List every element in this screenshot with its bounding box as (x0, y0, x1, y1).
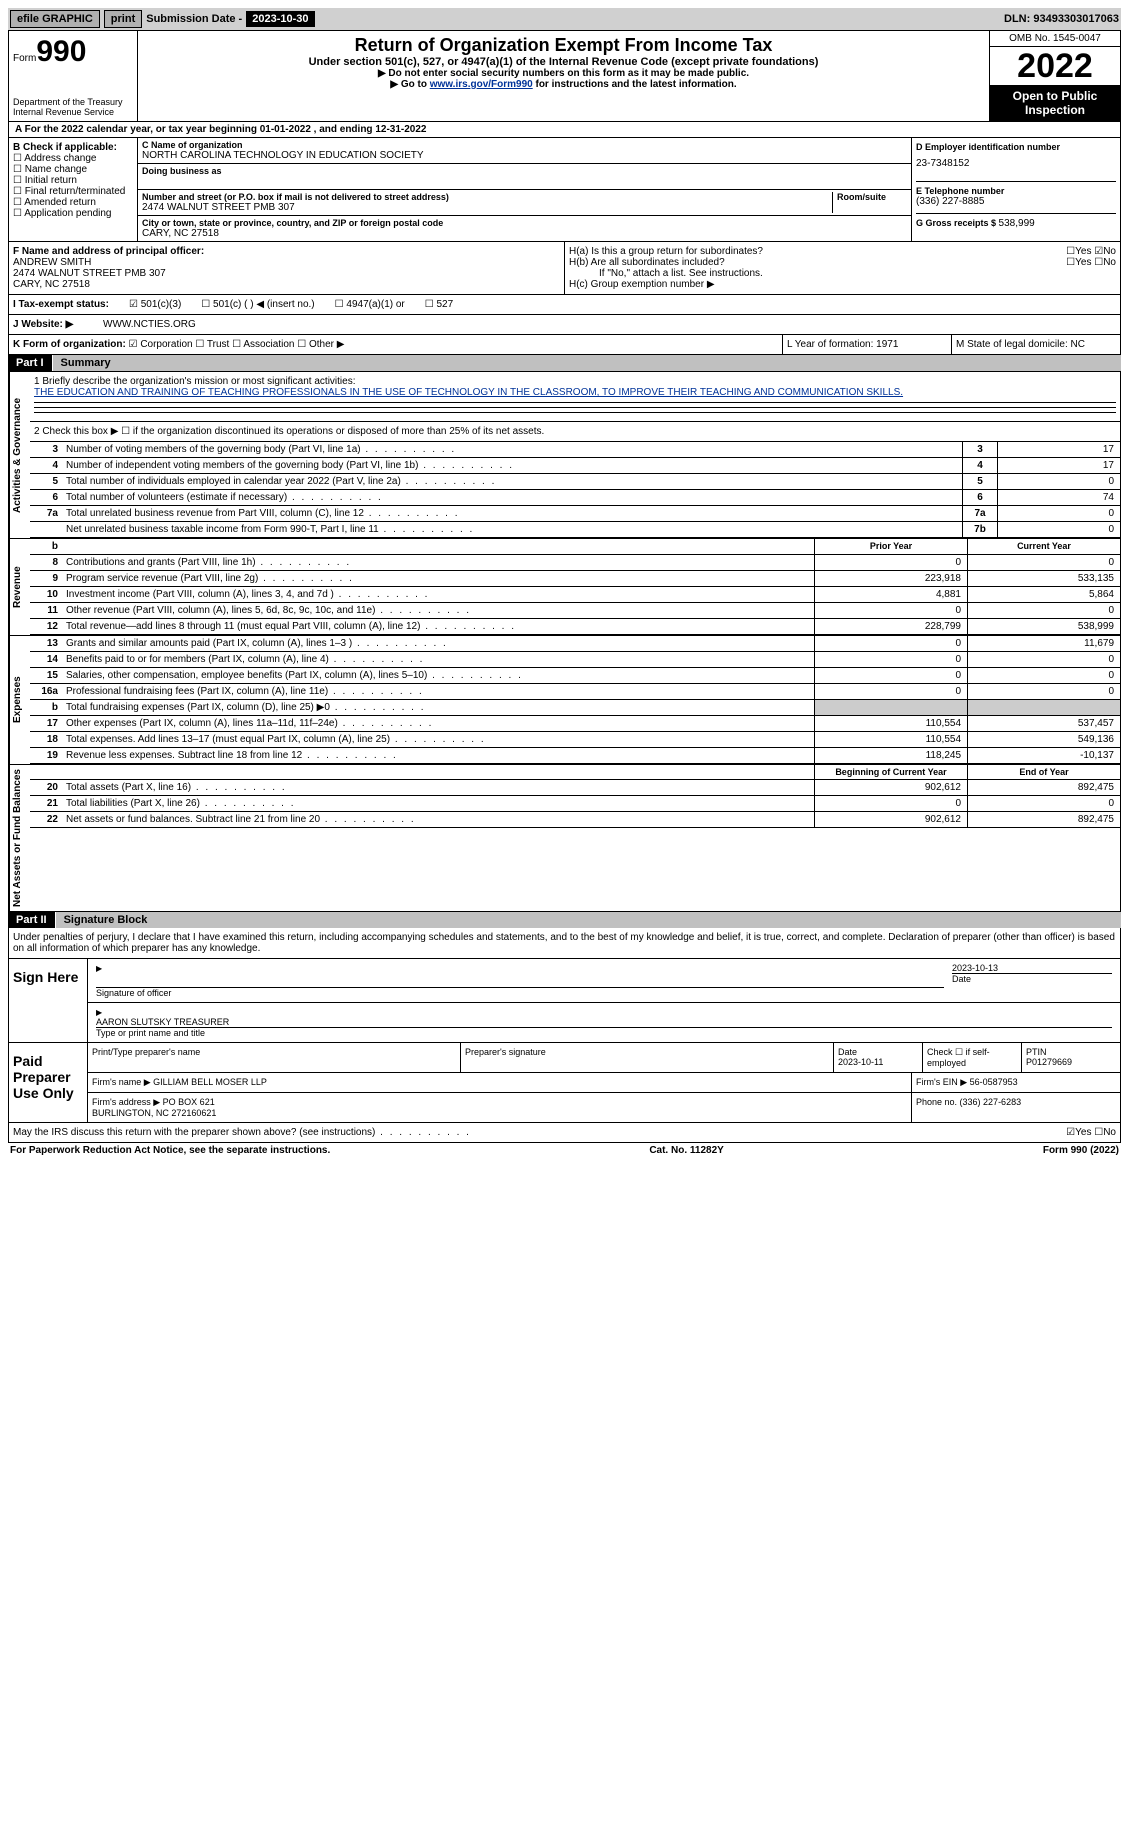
form-header: Form 990 Department of the Treasury Inte… (8, 30, 1121, 122)
fin-row: 16aProfessional fundraising fees (Part I… (30, 684, 1120, 700)
part-2-header: Part II Signature Block (8, 912, 1121, 928)
discuss-row: May the IRS discuss this return with the… (8, 1123, 1121, 1143)
form-subtitle: Under section 501(c), 527, or 4947(a)(1)… (142, 56, 985, 68)
gov-row: 7aTotal unrelated business revenue from … (30, 506, 1120, 522)
mission-block: 1 Briefly describe the organization's mi… (30, 372, 1120, 422)
col-d-ein: D Employer identification number 23-7348… (911, 138, 1120, 241)
dln-value: DLN: 93493303017063 (1004, 13, 1119, 25)
open-to-public: Open to Public Inspection (990, 85, 1120, 121)
row-j-website: J Website: ▶ WWW.NCTIES.ORG (8, 315, 1121, 335)
efile-button[interactable]: efile GRAPHIC (10, 10, 100, 28)
top-toolbar: efile GRAPHIC print Submission Date - 20… (8, 8, 1121, 30)
sig-date: 2023-10-13 (952, 963, 1112, 973)
fin-row: bTotal fundraising expenses (Part IX, co… (30, 700, 1120, 716)
col-b-checkboxes: B Check if applicable: ☐ Address change … (9, 138, 138, 241)
side-netassets: Net Assets or Fund Balances (9, 765, 30, 911)
fin-row: 10Investment income (Part VIII, column (… (30, 587, 1120, 603)
fin-row: 11Other revenue (Part VIII, column (A), … (30, 603, 1120, 619)
signer-name: AARON SLUTSKY TREASURER (96, 1017, 1112, 1027)
principal-officer: F Name and address of principal officer:… (9, 242, 565, 294)
fin-row: 22Net assets or fund balances. Subtract … (30, 812, 1120, 828)
officer-group-row: F Name and address of principal officer:… (8, 242, 1121, 295)
gov-row: Net unrelated business taxable income fr… (30, 522, 1120, 538)
firm-ein: Firm's EIN ▶ 56-0587953 (912, 1073, 1120, 1092)
firm-phone: Phone no. (336) 227-6283 (912, 1093, 1120, 1122)
form-instr-1: ▶ Do not enter social security numbers o… (142, 68, 985, 79)
fin-row: 20Total assets (Part X, line 16)902,6128… (30, 780, 1120, 796)
fin-row: 21Total liabilities (Part X, line 26)00 (30, 796, 1120, 812)
irs-link[interactable]: www.irs.gov/Form990 (430, 79, 533, 90)
fin-row: 19Revenue less expenses. Subtract line 1… (30, 748, 1120, 764)
sign-here-label: Sign Here (9, 959, 88, 1042)
revenue-header: b Prior Year Current Year (30, 539, 1120, 555)
side-activities: Activities & Governance (9, 372, 30, 538)
subdate-label: Submission Date - (146, 13, 242, 25)
prep-name-label: Print/Type preparer's name (88, 1043, 461, 1072)
prep-self-emp: Check ☐ if self-employed (923, 1043, 1022, 1072)
print-button[interactable]: print (104, 10, 142, 28)
fin-row: 17Other expenses (Part IX, column (A), l… (30, 716, 1120, 732)
gov-row: 5Total number of individuals employed in… (30, 474, 1120, 490)
city-box: City or town, state or province, country… (138, 216, 911, 241)
dba-box: Doing business as (138, 164, 911, 190)
form-number: 990 (36, 35, 86, 69)
year-formation: L Year of formation: 1971 (783, 335, 952, 354)
prep-date: Date 2023-10-11 (834, 1043, 923, 1072)
fin-row: 12Total revenue—add lines 8 through 11 (… (30, 619, 1120, 635)
summary-expenses: Expenses 13Grants and similar amounts pa… (8, 636, 1121, 765)
dept-label: Department of the Treasury Internal Reve… (13, 97, 133, 117)
netassets-header: Beginning of Current Year End of Year (30, 765, 1120, 780)
omb-number: OMB No. 1545-0047 (990, 31, 1120, 47)
form-label: Form (13, 53, 36, 64)
gov-row: 6Total number of volunteers (estimate if… (30, 490, 1120, 506)
part-1-header: Part I Summary (8, 355, 1121, 371)
row-klm: K Form of organization: ☑ Corporation ☐ … (8, 335, 1121, 355)
side-revenue: Revenue (9, 539, 30, 635)
fin-row: 18Total expenses. Add lines 13–17 (must … (30, 732, 1120, 748)
perjury-declaration: Under penalties of perjury, I declare th… (8, 928, 1121, 958)
identity-grid: B Check if applicable: ☐ Address change … (8, 138, 1121, 242)
side-expenses: Expenses (9, 636, 30, 764)
summary-revenue: Revenue b Prior Year Current Year 8Contr… (8, 539, 1121, 636)
fin-row: 8Contributions and grants (Part VIII, li… (30, 555, 1120, 571)
fin-row: 9Program service revenue (Part VIII, lin… (30, 571, 1120, 587)
form-instr-2: ▶ Go to www.irs.gov/Form990 for instruct… (142, 79, 985, 90)
address-box: Number and street (or P.O. box if mail i… (138, 190, 911, 216)
row-i-exempt: I Tax-exempt status: ☑ 501(c)(3) ☐ 501(c… (8, 295, 1121, 315)
summary-activities: Activities & Governance 1 Briefly descri… (8, 371, 1121, 539)
paid-preparer-block: Paid Preparer Use Only Print/Type prepar… (8, 1043, 1121, 1123)
fin-row: 13Grants and similar amounts paid (Part … (30, 636, 1120, 652)
fin-row: 14Benefits paid to or for members (Part … (30, 652, 1120, 668)
form-title: Return of Organization Exempt From Incom… (142, 35, 985, 56)
org-name-box: C Name of organization NORTH CAROLINA TE… (138, 138, 911, 164)
gov-row: 4Number of independent voting members of… (30, 458, 1120, 474)
tax-year: 2022 (990, 47, 1120, 85)
prep-sig-label: Preparer's signature (461, 1043, 834, 1072)
row-a-calendar: A For the 2022 calendar year, or tax yea… (8, 122, 1121, 138)
firm-name: GILLIAM BELL MOSER LLP (153, 1077, 267, 1087)
fin-row: 15Salaries, other compensation, employee… (30, 668, 1120, 684)
sig-officer-label: Signature of officer (96, 988, 171, 998)
page-footer: For Paperwork Reduction Act Notice, see … (8, 1143, 1121, 1158)
subdate-value: 2023-10-30 (246, 11, 314, 27)
form-of-org: K Form of organization: ☑ Corporation ☐ … (9, 335, 783, 354)
preparer-label: Paid Preparer Use Only (9, 1043, 88, 1122)
gov-row: 3Number of voting members of the governi… (30, 442, 1120, 458)
group-return: H(a) Is this a group return for subordin… (565, 242, 1120, 294)
summary-netassets: Net Assets or Fund Balances Beginning of… (8, 765, 1121, 912)
state-domicile: M State of legal domicile: NC (952, 335, 1120, 354)
sign-here-block: Sign Here Signature of officer 2023-10-1… (8, 958, 1121, 1043)
prep-ptin: PTIN P01279669 (1022, 1043, 1120, 1072)
